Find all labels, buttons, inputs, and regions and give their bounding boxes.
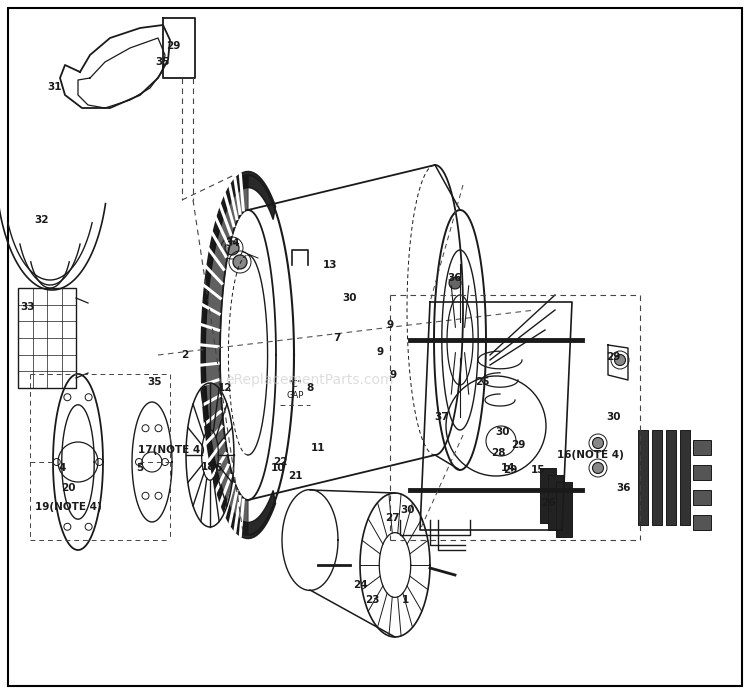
Bar [540,468,556,523]
Circle shape [225,241,239,255]
Text: 30: 30 [607,412,621,422]
Text: 36: 36 [448,273,462,283]
Text: 29: 29 [511,440,525,450]
Bar [680,430,690,525]
Text: 32: 32 [34,215,50,225]
Text: 16(NOTE 4): 16(NOTE 4) [556,450,623,460]
Text: 13: 13 [322,260,338,270]
Text: 20: 20 [61,483,75,493]
Text: 2: 2 [182,350,189,360]
Text: 22: 22 [273,457,287,467]
Text: 5: 5 [136,463,144,473]
Circle shape [449,277,461,289]
Text: 31: 31 [48,82,62,92]
Text: 19(NOTE 4): 19(NOTE 4) [34,502,101,512]
Bar [18,288,76,388]
Text: 6: 6 [214,463,222,473]
Text: 30: 30 [343,293,357,303]
Text: 18: 18 [201,462,215,472]
Text: 34: 34 [226,238,240,248]
Bar [652,430,662,525]
Text: 23: 23 [364,595,380,605]
Circle shape [614,355,626,366]
Text: 4: 4 [58,463,66,473]
Text: 24: 24 [352,580,368,590]
Text: eReplacementParts.com: eReplacementParts.com [226,373,394,387]
Text: 33: 33 [21,302,35,312]
Text: 9: 9 [389,370,397,380]
Text: 36: 36 [616,483,632,493]
Circle shape [592,462,604,473]
Text: 15: 15 [531,465,545,475]
Text: 11: 11 [310,443,326,453]
Text: 30: 30 [400,505,416,515]
Text: 29: 29 [166,41,180,51]
Text: 7: 7 [333,333,340,343]
Text: 26: 26 [541,498,555,508]
Text: 17(NOTE 4): 17(NOTE 4) [139,445,206,455]
Text: 9: 9 [376,347,383,357]
Bar [693,490,711,505]
Bar [693,440,711,455]
Text: 8: 8 [306,383,314,393]
Bar [693,515,711,530]
Circle shape [592,437,604,448]
Text: 30: 30 [496,427,510,437]
Polygon shape [201,171,275,539]
Polygon shape [202,175,248,535]
Text: 12: 12 [217,383,232,393]
Text: 28: 28 [490,448,506,458]
Bar [556,482,572,537]
Bar [638,430,648,525]
Text: 37: 37 [435,412,449,422]
Text: 21: 21 [288,471,302,481]
Text: 35: 35 [148,377,162,387]
Text: 27: 27 [385,513,399,523]
Text: 1: 1 [401,595,409,605]
Text: 25: 25 [475,377,489,387]
Text: 9: 9 [386,320,394,330]
Text: 35: 35 [156,57,170,67]
Circle shape [233,255,247,269]
Text: 14: 14 [501,463,515,473]
Text: 29: 29 [503,465,518,475]
Text: "C"
GAP: "C" GAP [286,380,304,400]
Text: 29: 29 [606,352,620,362]
Bar [666,430,676,525]
Bar [693,465,711,480]
Text: 10: 10 [271,463,285,473]
Bar [548,475,564,530]
